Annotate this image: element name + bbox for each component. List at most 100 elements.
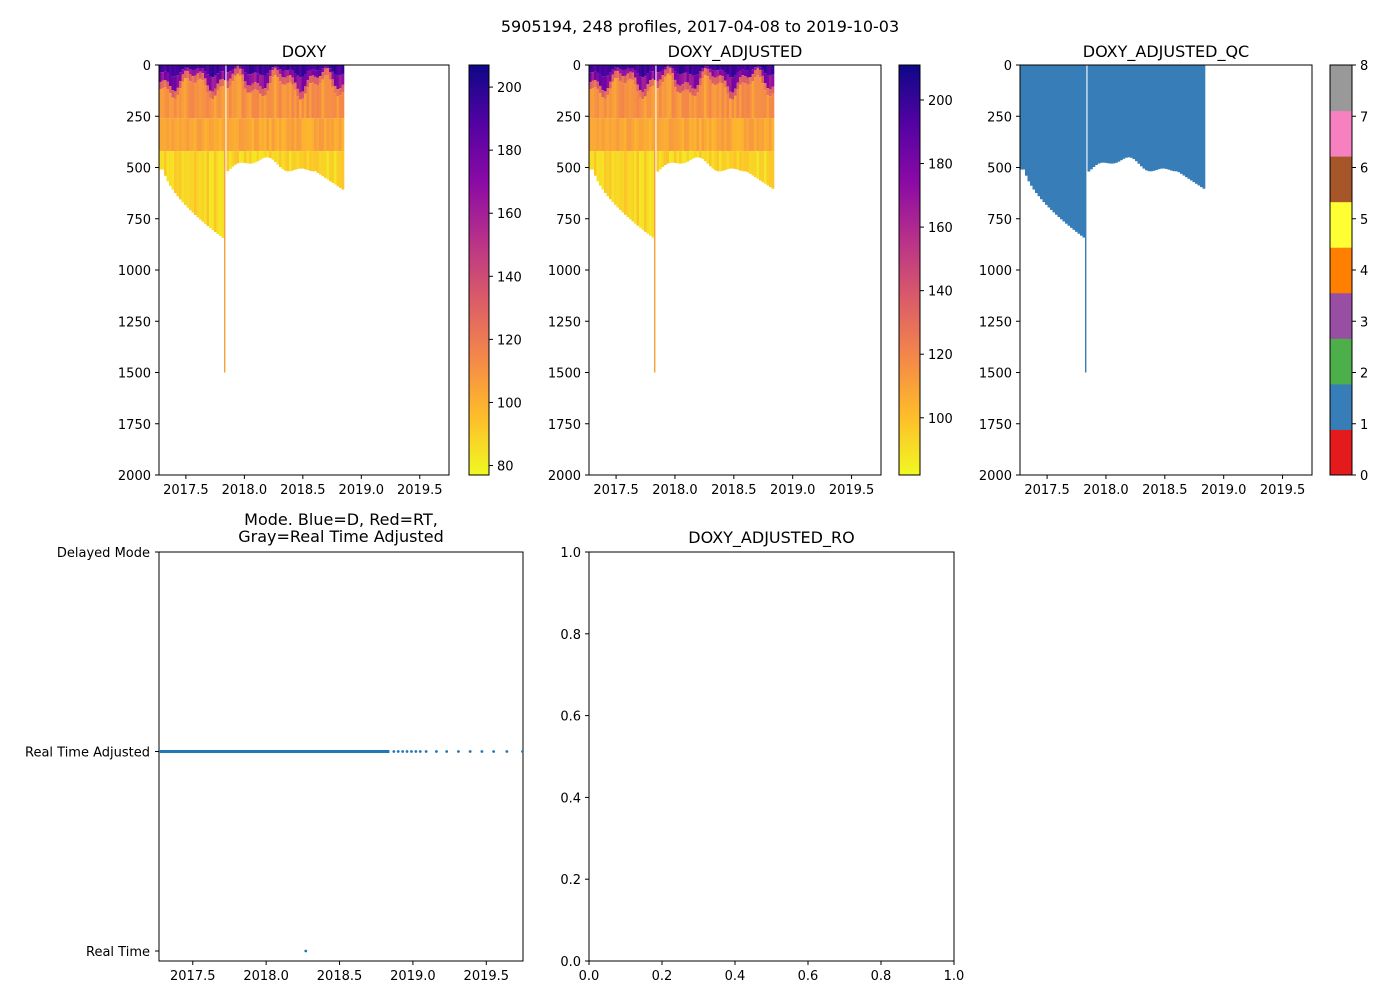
- heatmap-cell: [314, 151, 317, 172]
- heatmap-cell: [311, 69, 315, 76]
- heatmap-cell: [601, 90, 605, 98]
- heatmap-cell: [291, 70, 295, 78]
- heatmap-cell: [624, 118, 627, 152]
- heatmap-cell: [294, 65, 297, 73]
- heatmap-cell: [766, 151, 770, 186]
- heatmap-cell: [644, 75, 647, 90]
- heatmap-cell: [254, 89, 257, 119]
- heatmap-cell: [736, 65, 740, 73]
- heatmap-cell: [756, 151, 760, 179]
- heatmap-cell: [604, 98, 607, 119]
- heatmap-cell: [601, 97, 605, 119]
- heatmap-cell: [289, 65, 292, 70]
- heatmap-cell: [201, 80, 205, 119]
- heatmap-cell: [1130, 65, 1133, 158]
- heatmap-cell: [314, 118, 317, 152]
- heatmap-cell: [311, 65, 315, 70]
- heatmap-cell: [161, 118, 165, 152]
- heatmap-cell: [166, 81, 170, 89]
- x-tick-label: 2018.5: [1142, 483, 1188, 498]
- heatmap-cell: [259, 74, 262, 87]
- heatmap-cell: [629, 118, 632, 152]
- figure-title: 5905194, 248 profiles, 2017-04-08 to 201…: [501, 17, 899, 36]
- heatmap-cell: [1177, 65, 1181, 173]
- colorbar-tick-label: 0: [1360, 469, 1368, 484]
- colorbar-swatch: [1330, 201, 1352, 248]
- heatmap-cell: [251, 118, 255, 152]
- heatmap-cell: [766, 95, 770, 119]
- colorbar-tick-label: 140: [928, 285, 953, 300]
- heatmap-cell: [161, 72, 165, 81]
- heatmap-cell: [264, 88, 267, 96]
- heatmap-cell: [739, 84, 742, 119]
- heatmap-cell: [726, 151, 730, 170]
- heatmap-cell: [316, 70, 320, 78]
- heatmap-cell: [669, 74, 672, 119]
- heatmap-cell: [249, 118, 252, 152]
- heatmap-cell: [229, 118, 232, 152]
- heatmap-cell: [771, 118, 775, 152]
- heatmap-cell: [166, 151, 170, 182]
- heatmap-cell: [294, 82, 297, 90]
- heatmap-cell: [729, 98, 732, 119]
- heatmap-cell: [1172, 65, 1176, 172]
- heatmap-cell: [179, 151, 182, 200]
- heatmap-cell: [231, 68, 235, 74]
- heatmap-cell: [656, 88, 660, 119]
- scatter-point-realtime: [304, 949, 308, 953]
- heatmap-cell: [714, 84, 717, 119]
- heatmap-cell: [204, 85, 207, 119]
- heatmap-cell: [324, 65, 327, 67]
- heatmap-cell: [681, 151, 685, 164]
- heatmap-cell: [304, 65, 307, 75]
- heatmap-cell: [614, 118, 617, 152]
- heatmap-cell: [196, 65, 200, 69]
- heatmap-cell: [214, 95, 217, 119]
- heatmap-cell: [1095, 65, 1098, 165]
- heatmap-cell: [646, 73, 650, 85]
- heatmap-cell: [624, 75, 627, 84]
- heatmap-cell: [629, 68, 632, 72]
- heatmap-cell: [756, 118, 760, 152]
- heatmap-cell: [171, 65, 175, 77]
- heatmap-cell: [1190, 65, 1193, 181]
- heatmap-cell: [634, 70, 637, 78]
- heatmap-cell: [191, 83, 195, 119]
- heatmap-cell: [674, 65, 677, 72]
- heatmap-cell: [199, 65, 202, 68]
- heatmap-cell: [596, 65, 600, 73]
- heatmap-cell: [1195, 65, 1198, 184]
- heatmap-cell: [714, 65, 717, 71]
- x-tick-label: 0.2: [652, 969, 673, 984]
- heatmap-cell: [339, 75, 342, 89]
- heatmap-cell: [644, 96, 647, 119]
- heatmap-cell: [749, 77, 752, 85]
- heatmap-cell: [656, 80, 660, 89]
- heatmap-cell: [264, 75, 267, 89]
- heatmap-cell: [229, 78, 232, 86]
- heatmap-cell: [716, 118, 720, 152]
- heatmap-cell: [281, 70, 285, 78]
- heatmap-cell: [179, 118, 182, 152]
- colorbar: 0 1 2 3 4 5 6 7 8: [1329, 59, 1368, 484]
- heatmap-cell: [274, 151, 277, 162]
- heatmap-cell: [591, 87, 595, 119]
- heatmap-cell: [269, 118, 272, 152]
- heatmap-cell: [709, 72, 712, 80]
- heatmap-cell: [671, 151, 675, 163]
- heatmap-cell: [684, 72, 687, 83]
- heatmap-cell: [644, 151, 647, 232]
- heatmap-cell: [336, 75, 340, 90]
- heatmap-cell: [331, 118, 335, 152]
- heatmap-cell: [1197, 65, 1201, 186]
- heatmap-cell: [756, 75, 760, 119]
- heatmap-cell: [686, 151, 690, 162]
- heatmap-cell: [319, 83, 322, 119]
- heatmap-cell: [711, 70, 715, 77]
- heatmap-cell: [679, 74, 682, 86]
- heatmap-cell: [676, 65, 680, 74]
- heatmap-cell: [754, 67, 757, 71]
- heatmap-cell: [629, 71, 632, 79]
- heatmap-cell: [719, 75, 722, 83]
- heatmap-cell: [701, 118, 705, 152]
